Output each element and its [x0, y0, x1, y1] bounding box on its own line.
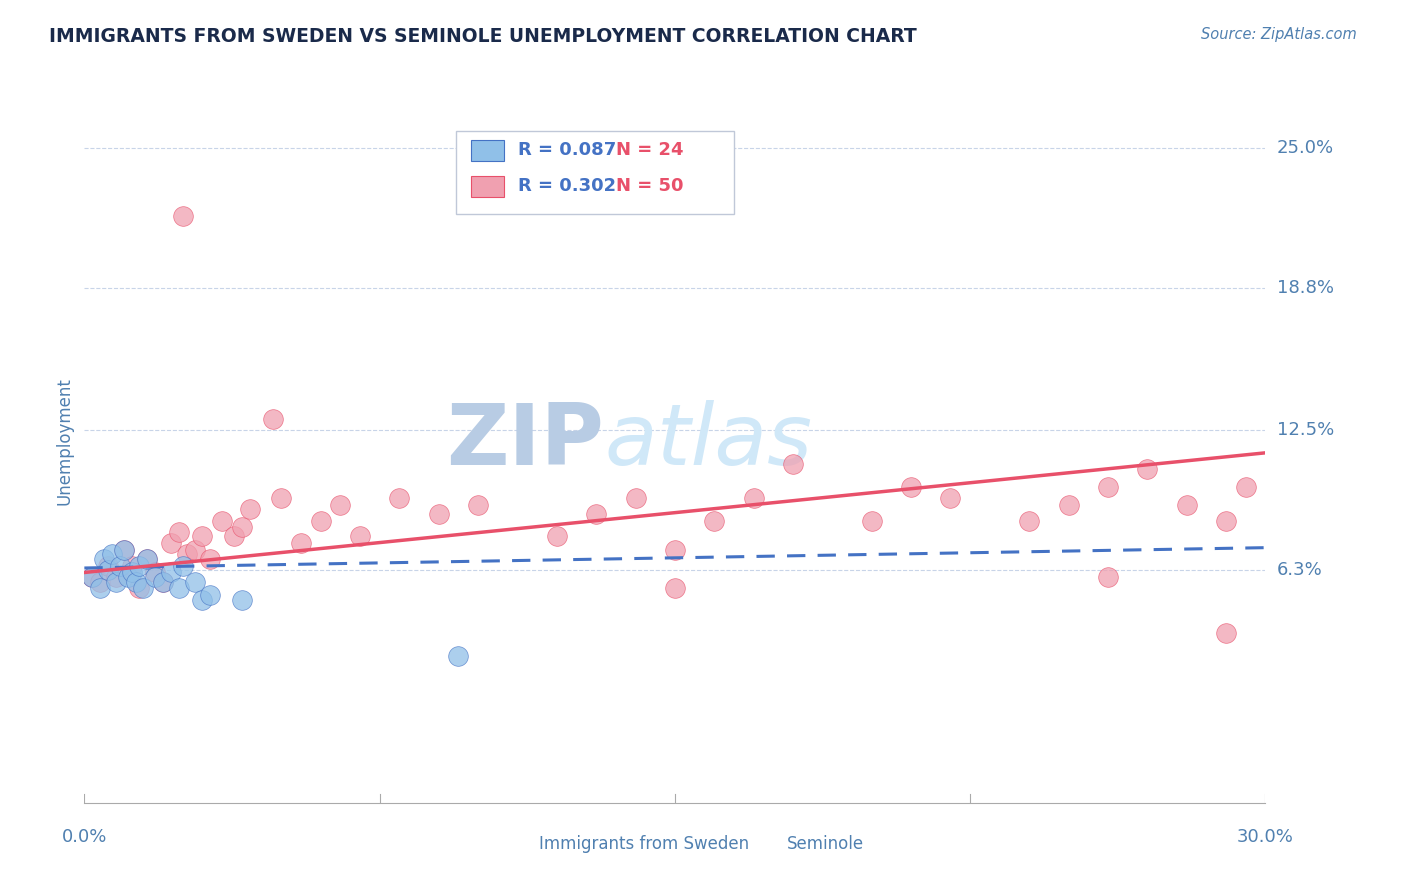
Point: [467, 498, 489, 512]
Point: [211, 514, 233, 528]
Point: [1136, 461, 1159, 475]
Bar: [758, 835, 782, 854]
Point: [860, 514, 883, 528]
Text: R = 0.087: R = 0.087: [517, 141, 616, 159]
Point: [104, 574, 127, 589]
Point: [703, 514, 725, 528]
Point: [82, 570, 104, 584]
Point: [239, 502, 262, 516]
Point: [309, 514, 332, 528]
Point: [329, 498, 352, 512]
Point: [172, 558, 194, 573]
Point: [191, 592, 214, 607]
Text: 18.8%: 18.8%: [1277, 279, 1333, 297]
Point: [124, 574, 146, 589]
Point: [183, 574, 205, 589]
Point: [160, 566, 183, 580]
FancyBboxPatch shape: [457, 131, 734, 214]
Point: [664, 542, 686, 557]
Point: [1215, 626, 1237, 640]
Point: [121, 558, 143, 573]
Point: [82, 570, 104, 584]
Text: 12.5%: 12.5%: [1277, 421, 1334, 439]
Point: [112, 542, 135, 557]
Point: [939, 491, 962, 505]
Point: [270, 491, 292, 505]
Point: [1097, 570, 1119, 584]
Bar: [509, 835, 533, 854]
Point: [742, 491, 765, 505]
Point: [172, 209, 194, 223]
Point: [231, 592, 253, 607]
Text: atlas: atlas: [605, 400, 813, 483]
Point: [101, 548, 124, 562]
Point: [200, 552, 222, 566]
Point: [97, 558, 120, 573]
Point: [136, 552, 159, 566]
Point: [222, 529, 245, 543]
Point: [112, 542, 135, 557]
Point: [89, 574, 111, 589]
Text: Seminole: Seminole: [787, 835, 865, 853]
Point: [183, 542, 205, 557]
Point: [349, 529, 371, 543]
Point: [152, 574, 174, 589]
Text: 6.3%: 6.3%: [1277, 561, 1322, 579]
Point: [900, 480, 922, 494]
Point: [152, 574, 174, 589]
Point: [231, 520, 253, 534]
Text: 30.0%: 30.0%: [1237, 828, 1294, 846]
Point: [447, 648, 470, 663]
Point: [176, 548, 198, 562]
Point: [191, 529, 214, 543]
Point: [117, 570, 139, 584]
Text: R = 0.302: R = 0.302: [517, 177, 616, 194]
Point: [108, 558, 131, 573]
Point: [128, 582, 150, 596]
Point: [160, 536, 183, 550]
Point: [1057, 498, 1080, 512]
Text: Immigrants from Sweden: Immigrants from Sweden: [538, 835, 749, 853]
Point: [664, 582, 686, 596]
Point: [1234, 480, 1257, 494]
Point: [1175, 498, 1198, 512]
Point: [546, 529, 568, 543]
Point: [388, 491, 411, 505]
Point: [1097, 480, 1119, 494]
Point: [624, 491, 647, 505]
Text: ZIP: ZIP: [446, 400, 605, 483]
Point: [143, 566, 166, 580]
Point: [290, 536, 312, 550]
Point: [97, 563, 120, 577]
Y-axis label: Unemployment: Unemployment: [55, 377, 73, 506]
Point: [782, 457, 804, 471]
Point: [167, 582, 190, 596]
Point: [128, 558, 150, 573]
Point: [132, 582, 155, 596]
Point: [1018, 514, 1040, 528]
Point: [121, 566, 143, 580]
Point: [136, 552, 159, 566]
Point: [89, 582, 111, 596]
Bar: [471, 176, 503, 197]
Bar: [471, 139, 503, 161]
Point: [262, 412, 284, 426]
Text: IMMIGRANTS FROM SWEDEN VS SEMINOLE UNEMPLOYMENT CORRELATION CHART: IMMIGRANTS FROM SWEDEN VS SEMINOLE UNEMP…: [49, 27, 917, 45]
Point: [1215, 514, 1237, 528]
Text: 25.0%: 25.0%: [1277, 139, 1334, 157]
Text: Source: ZipAtlas.com: Source: ZipAtlas.com: [1201, 27, 1357, 42]
Point: [143, 570, 166, 584]
Point: [585, 507, 607, 521]
Text: N = 24: N = 24: [616, 141, 683, 159]
Text: 0.0%: 0.0%: [62, 828, 107, 846]
Text: N = 50: N = 50: [616, 177, 683, 194]
Point: [93, 552, 115, 566]
Point: [167, 524, 190, 539]
Point: [427, 507, 450, 521]
Point: [104, 570, 127, 584]
Point: [200, 588, 222, 602]
